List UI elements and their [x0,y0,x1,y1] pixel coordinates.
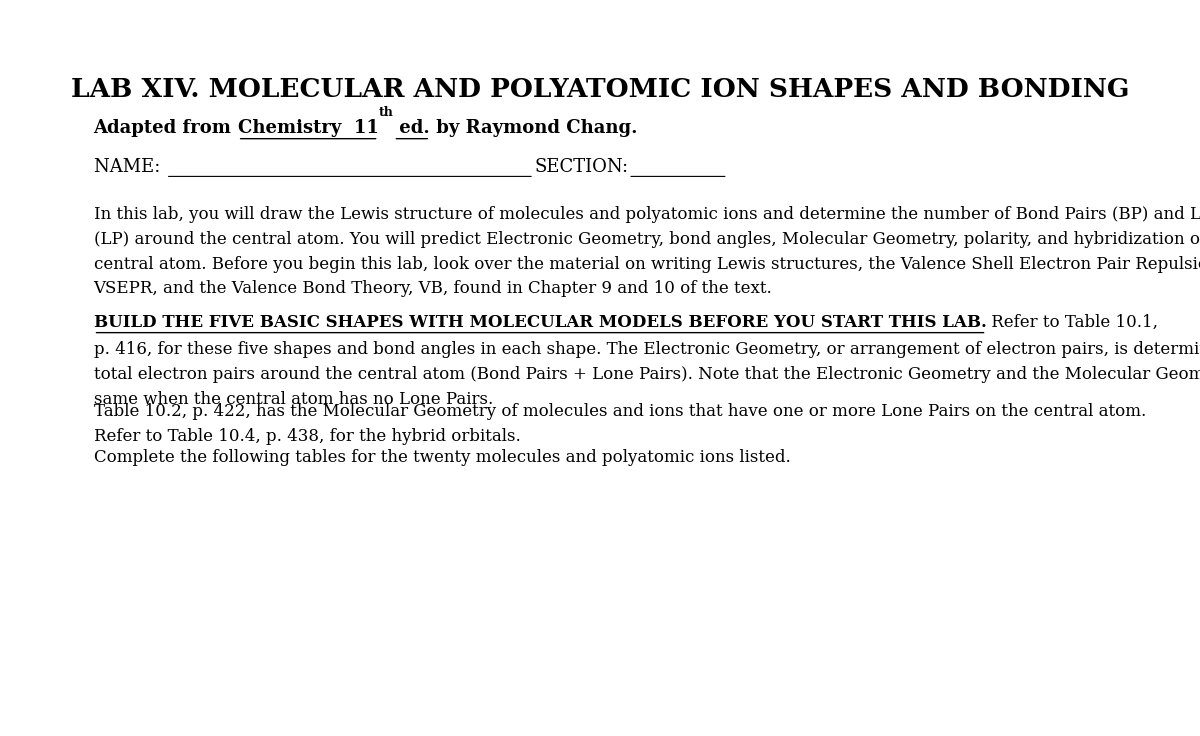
Text: NAME:: NAME: [94,158,166,175]
Text: Refer to Table 10.1,: Refer to Table 10.1, [986,314,1158,331]
Text: Chemistry  11: Chemistry 11 [238,119,379,137]
Text: SECTION:: SECTION: [534,158,628,175]
Text: Complete the following tables for the twenty molecules and polyatomic ions liste: Complete the following tables for the tw… [94,449,791,466]
Text: p. 416, for these five shapes and bond angles in each shape. The Electronic Geom: p. 416, for these five shapes and bond a… [94,342,1200,408]
Text: Table 10.2, p. 422, has the Molecular Geometry of molecules and ions that have o: Table 10.2, p. 422, has the Molecular Ge… [94,403,1146,445]
Text: Adapted from: Adapted from [94,119,238,137]
Text: In this lab, you will draw the Lewis structure of molecules and polyatomic ions : In this lab, you will draw the Lewis str… [94,206,1200,297]
Text: by Raymond Chang.: by Raymond Chang. [431,119,637,137]
Text: ed.: ed. [394,119,431,137]
Text: LAB XIV. MOLECULAR AND POLYATOMIC ION SHAPES AND BONDING: LAB XIV. MOLECULAR AND POLYATOMIC ION SH… [71,77,1129,102]
Text: BUILD THE FIVE BASIC SHAPES WITH MOLECULAR MODELS BEFORE YOU START THIS LAB.: BUILD THE FIVE BASIC SHAPES WITH MOLECUL… [94,314,986,331]
Text: th: th [379,106,394,119]
